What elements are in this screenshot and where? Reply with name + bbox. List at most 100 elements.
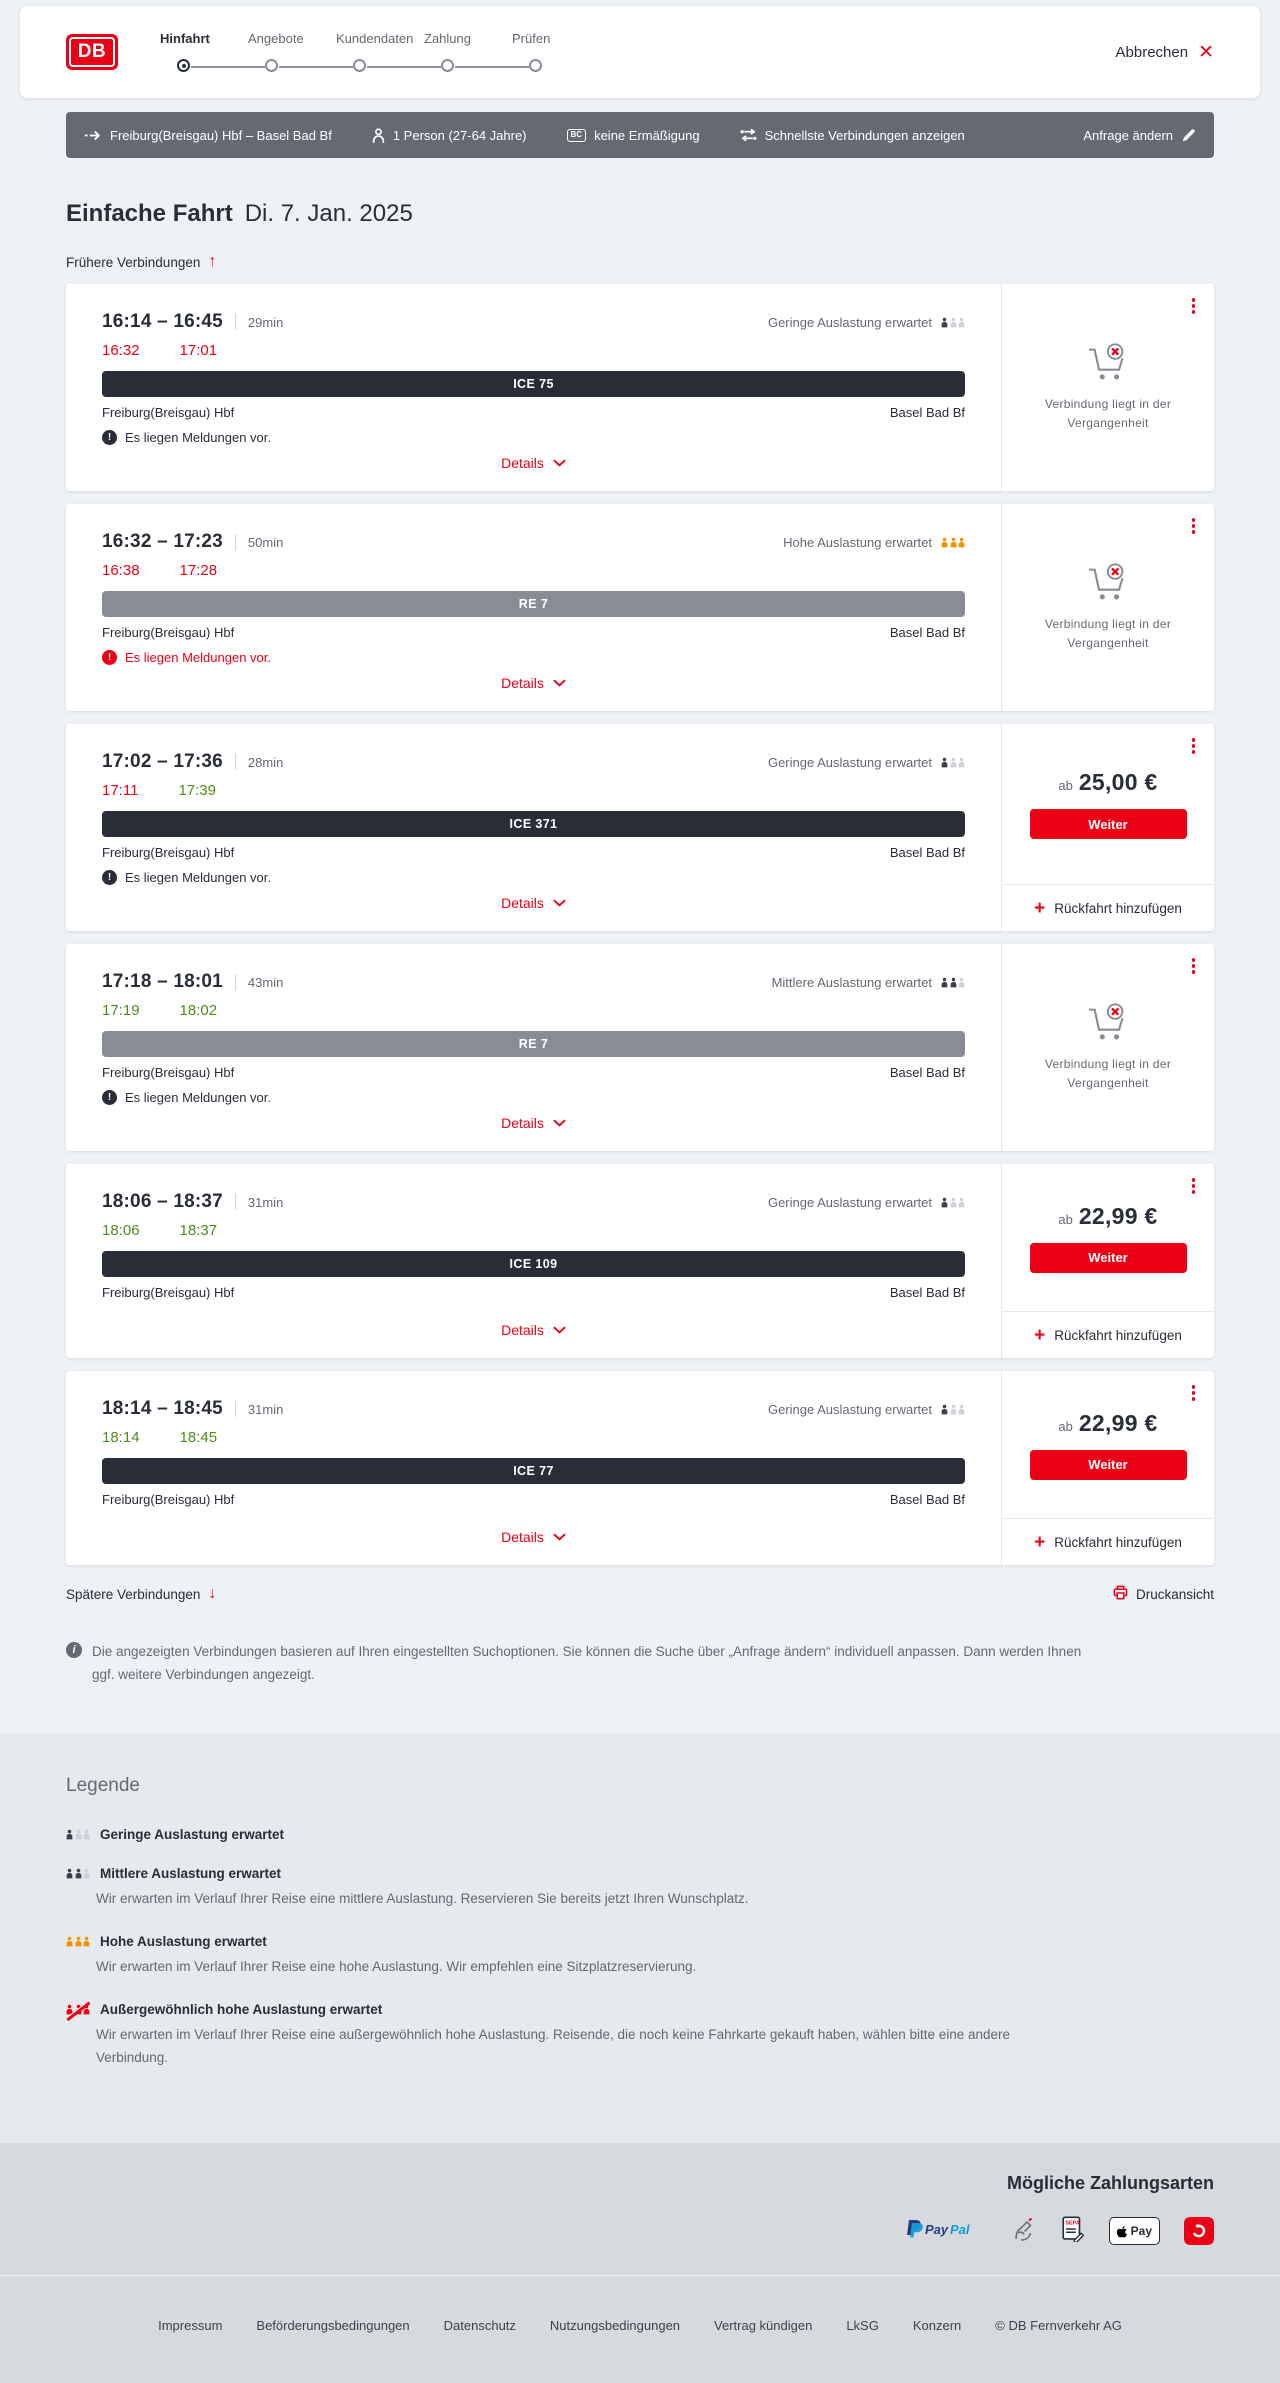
route-arrow-icon bbox=[84, 130, 102, 141]
page-footer: Impressum Beförderungsbedingungen Datensch… bbox=[0, 2274, 1280, 2383]
occupancy-high-icon bbox=[66, 1936, 90, 1947]
add-return-link[interactable]: + Rückfahrt hinzufügen bbox=[1002, 884, 1214, 931]
kebab-menu-button[interactable] bbox=[1190, 736, 1198, 756]
footer-link[interactable]: Impressum bbox=[158, 2317, 223, 2333]
chevron-down-icon bbox=[553, 1119, 566, 1127]
footer-link[interactable]: Konzern bbox=[912, 2317, 962, 2333]
price-value: 22,99 € bbox=[1078, 1409, 1158, 1436]
footer-link[interactable]: Nutzungsbedingungen bbox=[549, 2317, 681, 2333]
offer-panel-past: Verbindung liegt in der Vergangenheit bbox=[1001, 944, 1214, 1151]
fastest-connections-option[interactable]: Schnellste Verbindungen anzeigen bbox=[740, 128, 965, 143]
legend-item: Außergewöhnlich hohe Auslastung erwartet… bbox=[66, 2002, 1214, 2069]
plus-icon: + bbox=[1034, 1324, 1046, 1346]
chevron-down-icon bbox=[553, 679, 566, 687]
realtime-arrival: 17:39 bbox=[178, 782, 216, 799]
plus-icon: + bbox=[1034, 897, 1046, 919]
occupancy-label: Geringe Auslastung erwartet bbox=[767, 1401, 932, 1417]
kebab-menu-button[interactable] bbox=[1190, 1176, 1198, 1196]
legend-title: Legende bbox=[66, 1774, 140, 1796]
occupancy-medium-icon bbox=[941, 977, 965, 988]
later-connections-link[interactable]: Spätere Verbindungen ↓ bbox=[66, 1585, 217, 1602]
connection-card: 16:14 – 16:45 29min Geringe Auslastung erw… bbox=[66, 284, 1214, 491]
alert-icon: ! bbox=[102, 1090, 117, 1105]
bahncard-icon: BC bbox=[566, 128, 587, 142]
copyright: © DB Fernverkehr AG bbox=[995, 2317, 1122, 2333]
payment-title: Mögliche Zahlungsarten bbox=[1006, 2172, 1214, 2193]
realtime-departure: 18:06 bbox=[102, 1222, 140, 1239]
change-request-button[interactable]: Anfrage ändern bbox=[1083, 128, 1196, 143]
train-label-bar: RE 7 bbox=[102, 1031, 965, 1057]
scheduled-times: 16:14 – 16:45 bbox=[102, 311, 223, 332]
origin-station: Freiburg(Breisgau) Hbf bbox=[102, 1492, 235, 1507]
price-prefix: ab bbox=[1058, 1211, 1073, 1227]
details-toggle[interactable]: Details bbox=[495, 885, 572, 917]
add-return-link[interactable]: + Rückfahrt hinzufügen bbox=[1002, 1518, 1214, 1565]
cancel-label: Abbrechen bbox=[1115, 43, 1189, 61]
origin-station: Freiburg(Breisgau) Hbf bbox=[102, 1065, 235, 1080]
realtime-departure: 17:19 bbox=[102, 1002, 140, 1019]
realtime-times: 16:32 17:01 bbox=[102, 342, 965, 359]
price-prefix: ab bbox=[1058, 778, 1073, 793]
legend-item-label: Hohe Auslastung erwartet bbox=[100, 1934, 267, 1950]
footer-link[interactable]: LkSG bbox=[846, 2317, 879, 2333]
kebab-menu-button[interactable] bbox=[1190, 296, 1198, 316]
details-toggle[interactable]: Details bbox=[495, 1105, 572, 1137]
footer-link[interactable]: Beförderungsbedingungen bbox=[256, 2317, 410, 2333]
kebab-menu-button[interactable] bbox=[1190, 516, 1198, 536]
step-zahlung: Zahlung bbox=[424, 31, 529, 73]
occupancy-label: Mittlere Auslastung erwartet bbox=[771, 974, 932, 990]
footer-link[interactable]: Datenschutz bbox=[443, 2317, 516, 2333]
progress-steps: Hinfahrt Angebote Kundendaten Zahlung Prüfen bbox=[160, 31, 600, 73]
realtime-times: 16:38 17:28 bbox=[102, 562, 965, 579]
connection-card: 16:32 – 17:23 50min Hohe Auslastung erwart… bbox=[66, 504, 1214, 711]
continue-button[interactable]: Weiter bbox=[1029, 1449, 1187, 1480]
occupancy-low-icon bbox=[941, 757, 965, 768]
legend-item-label: Außergewöhnlich hohe Auslastung erwartet bbox=[100, 2002, 383, 2018]
connection-card: 18:06 – 18:37 31min Geringe Auslastung erw… bbox=[66, 1164, 1214, 1358]
passengers-summary: 1 Person (27-64 Jahre) bbox=[372, 128, 527, 143]
svg-text:SEPA: SEPA bbox=[1065, 2221, 1079, 2227]
cart-past-icon bbox=[1088, 1003, 1124, 1040]
footer-link[interactable]: Vertrag kündigen bbox=[714, 2317, 813, 2333]
add-return-link[interactable]: + Rückfahrt hinzufügen bbox=[1002, 1311, 1214, 1358]
legend-item: Hohe Auslastung erwartet Wir erwarten im … bbox=[66, 1934, 1214, 1978]
occupancy-low-icon bbox=[66, 1829, 90, 1840]
print-view-link[interactable]: Druckansicht bbox=[1113, 1585, 1214, 1603]
origin-station: Freiburg(Breisgau) Hbf bbox=[102, 1285, 235, 1300]
occupancy-low-icon bbox=[941, 1197, 965, 1208]
cancel-button[interactable]: Abbrechen ✕ bbox=[1116, 43, 1214, 62]
continue-button[interactable]: Weiter bbox=[1029, 1242, 1187, 1273]
kebab-menu-button[interactable] bbox=[1190, 1383, 1198, 1403]
step-hinfahrt: Hinfahrt bbox=[160, 31, 265, 73]
destination-station: Basel Bad Bf bbox=[889, 625, 965, 640]
destination-station: Basel Bad Bf bbox=[889, 1492, 965, 1507]
cart-past-icon bbox=[1088, 343, 1124, 380]
close-icon: ✕ bbox=[1198, 41, 1214, 63]
details-toggle[interactable]: Details bbox=[495, 1519, 572, 1551]
connection-message: ! Es liegen Meldungen vor. bbox=[102, 430, 965, 445]
continue-button[interactable]: Weiter bbox=[1029, 809, 1187, 839]
details-toggle[interactable]: Details bbox=[495, 445, 572, 477]
step-label: Prüfen bbox=[512, 31, 551, 46]
legend-item-label: Mittlere Auslastung erwartet bbox=[100, 1865, 282, 1881]
plus-icon: + bbox=[1034, 1531, 1046, 1553]
db-logo[interactable]: DB bbox=[66, 34, 118, 70]
realtime-arrival: 17:28 bbox=[179, 562, 218, 579]
search-options-note: i Die angezeigten Verbindungen basieren … bbox=[66, 1641, 1096, 1687]
chevron-down-icon bbox=[553, 899, 566, 907]
details-toggle[interactable]: Details bbox=[495, 665, 572, 697]
occupancy-low-icon bbox=[941, 317, 965, 328]
destination-station: Basel Bad Bf bbox=[889, 1065, 965, 1080]
earlier-connections-link[interactable]: Frühere Verbindungen ↑ bbox=[66, 253, 217, 270]
connection-message: ! Es liegen Meldungen vor. bbox=[102, 650, 965, 665]
details-toggle[interactable]: Details bbox=[495, 1312, 572, 1344]
past-connection-label: Verbindung liegt in der Vergangenheit bbox=[1044, 1057, 1172, 1090]
duration: 31min bbox=[247, 1401, 284, 1417]
realtime-arrival: 18:37 bbox=[179, 1222, 218, 1239]
page-title: Einfache Fahrt Di. 7. Jan. 2025 bbox=[66, 200, 413, 227]
offer-panel-price: ab 25,00 € Weiter + Rückfahrt hinzufügen bbox=[1001, 724, 1214, 931]
realtime-times: 17:19 18:02 bbox=[102, 1002, 965, 1019]
kebab-menu-button[interactable] bbox=[1190, 956, 1198, 976]
arrow-down-icon: ↓ bbox=[208, 1585, 217, 1602]
step-label: Hinfahrt bbox=[160, 31, 210, 46]
